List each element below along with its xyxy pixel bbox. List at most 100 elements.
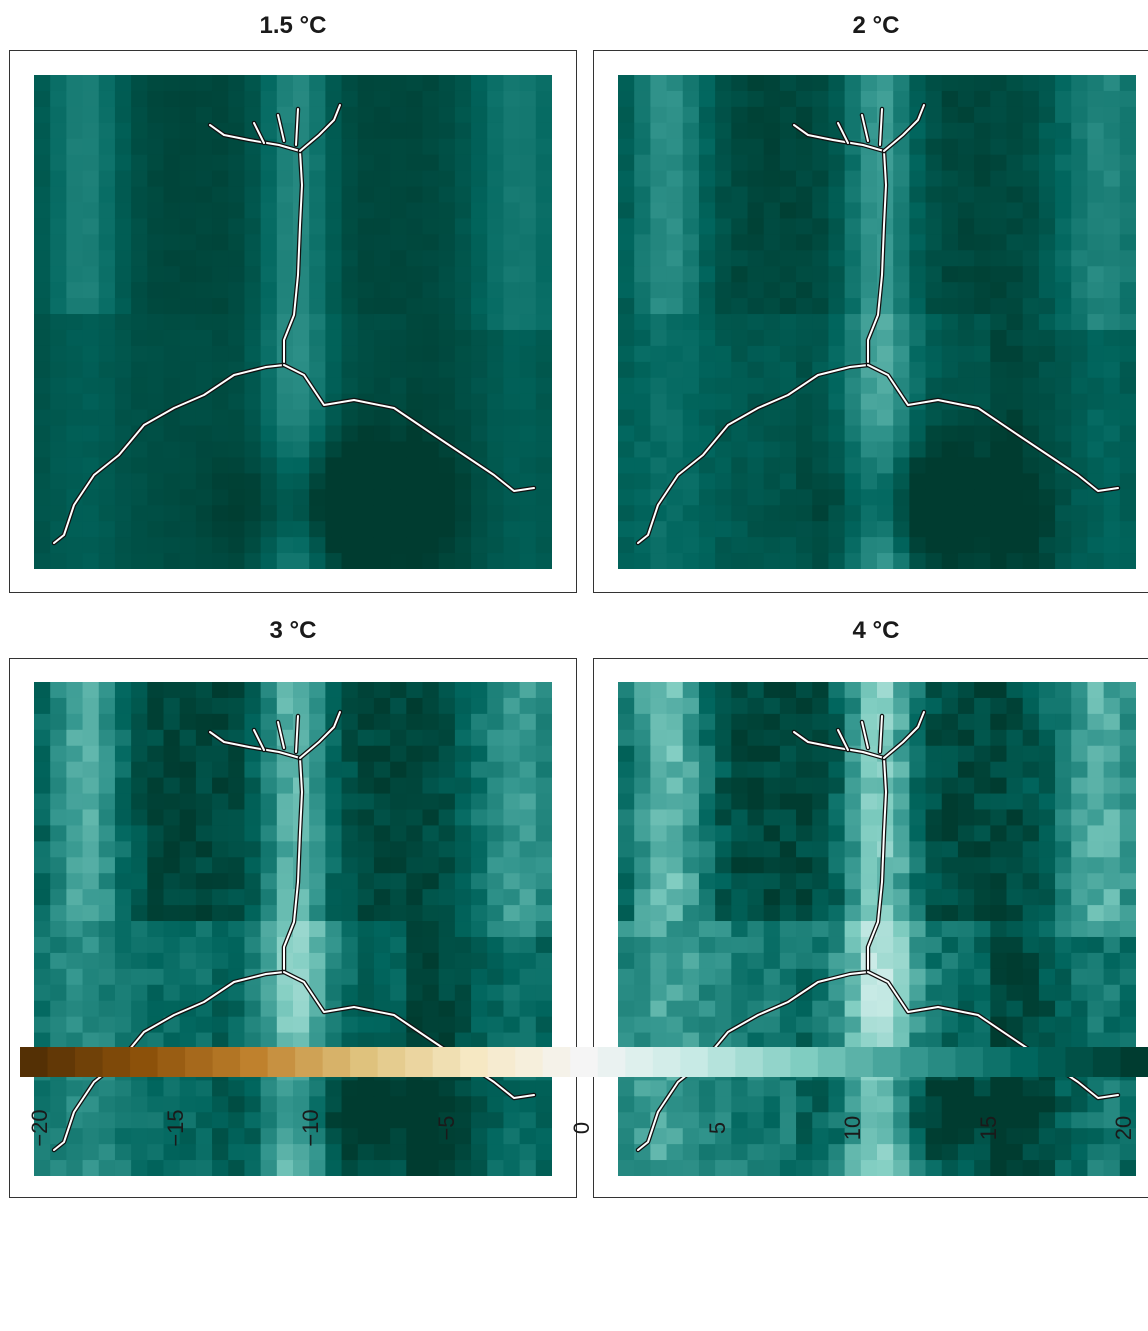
heatmap-cell bbox=[212, 825, 229, 842]
heatmap-cell bbox=[82, 793, 100, 810]
heatmap-cell bbox=[228, 106, 245, 124]
heatmap-cell bbox=[731, 250, 748, 267]
heatmap-cell bbox=[763, 234, 781, 251]
heatmap-cell bbox=[893, 218, 910, 235]
heatmap-cell bbox=[66, 745, 84, 763]
heatmap-cell bbox=[325, 138, 343, 156]
heatmap-cell bbox=[34, 218, 51, 235]
heatmap-cell bbox=[1087, 873, 1105, 890]
heatmap-cell bbox=[634, 952, 651, 970]
heatmap-cell bbox=[1055, 553, 1072, 569]
heatmap-cell bbox=[779, 713, 797, 731]
heatmap-cell bbox=[519, 745, 537, 763]
heatmap-cell bbox=[779, 266, 797, 283]
heatmap-cell bbox=[503, 745, 521, 763]
heatmap-cell bbox=[844, 377, 862, 395]
heatmap-cell bbox=[373, 106, 391, 124]
heatmap-cell bbox=[747, 793, 765, 810]
heatmap-cell bbox=[747, 138, 765, 156]
heatmap-cell bbox=[406, 873, 423, 890]
heatmap-panel-2 bbox=[618, 75, 1136, 569]
heatmap-cell bbox=[763, 1144, 781, 1161]
heatmap-cell bbox=[163, 1144, 181, 1161]
heatmap-cell bbox=[844, 234, 862, 251]
heatmap-cell bbox=[844, 250, 862, 267]
heatmap-cell bbox=[990, 75, 1007, 92]
heatmap-cell bbox=[779, 761, 797, 779]
heatmap-cell bbox=[98, 154, 116, 172]
heatmap-cell bbox=[309, 873, 326, 890]
heatmap-cell bbox=[98, 122, 116, 140]
heatmap-cell bbox=[212, 745, 229, 763]
colorbar-segment bbox=[652, 1047, 681, 1077]
heatmap-cell bbox=[82, 505, 100, 522]
heatmap-cell bbox=[779, 250, 797, 267]
heatmap-cell bbox=[828, 1128, 846, 1145]
heatmap-cell bbox=[98, 1144, 116, 1161]
heatmap-cell bbox=[990, 298, 1007, 315]
heatmap-cell bbox=[796, 745, 813, 763]
heatmap-cell bbox=[535, 809, 552, 826]
heatmap-cell bbox=[779, 425, 797, 443]
heatmap-cell bbox=[487, 857, 504, 874]
heatmap-cell bbox=[373, 1160, 391, 1176]
heatmap-cell bbox=[406, 793, 423, 810]
heatmap-cell bbox=[747, 553, 765, 569]
heatmap-cell bbox=[1103, 777, 1121, 795]
heatmap-cell bbox=[828, 441, 846, 458]
panel-title-3: 3 °C bbox=[269, 617, 317, 644]
heatmap-cell bbox=[715, 697, 732, 715]
heatmap-cell bbox=[925, 154, 943, 172]
heatmap-cell bbox=[1055, 841, 1072, 858]
heatmap-cell bbox=[844, 553, 862, 569]
heatmap-cell bbox=[698, 218, 716, 235]
heatmap-cell bbox=[941, 952, 959, 970]
heatmap-cell bbox=[925, 1016, 943, 1034]
colorbar-segment bbox=[240, 1047, 269, 1077]
heatmap-cell bbox=[406, 1016, 423, 1034]
heatmap-cell bbox=[131, 889, 148, 906]
heatmap-cell bbox=[147, 154, 164, 172]
heatmap-cell bbox=[260, 314, 278, 331]
heatmap-cell bbox=[860, 1160, 878, 1176]
heatmap-cell bbox=[763, 889, 781, 906]
heatmap-cell bbox=[618, 968, 635, 986]
heatmap-cell bbox=[438, 936, 456, 954]
heatmap-cell bbox=[925, 1080, 943, 1097]
heatmap-cell bbox=[390, 1112, 407, 1129]
heatmap-cell bbox=[50, 857, 67, 874]
heatmap-cell bbox=[844, 1016, 862, 1034]
heatmap-cell bbox=[698, 393, 716, 411]
heatmap-cell bbox=[860, 857, 878, 874]
heatmap-cell bbox=[276, 1016, 294, 1034]
heatmap-cell bbox=[471, 745, 488, 763]
heatmap-cell bbox=[535, 122, 552, 140]
heatmap-cell bbox=[98, 298, 116, 315]
heatmap-cell bbox=[925, 952, 943, 970]
heatmap-cell bbox=[309, 473, 326, 490]
heatmap-cell bbox=[487, 441, 504, 458]
heatmap-cell bbox=[357, 1016, 375, 1034]
heatmap-cell bbox=[98, 361, 116, 379]
heatmap-cell bbox=[147, 138, 164, 156]
heatmap-cell bbox=[471, 713, 488, 731]
heatmap-cell bbox=[715, 1112, 732, 1129]
heatmap-cell bbox=[487, 266, 504, 283]
heatmap-cell bbox=[454, 377, 472, 395]
heatmap-cell bbox=[82, 857, 100, 874]
heatmap-cell bbox=[1119, 809, 1136, 826]
heatmap-cell bbox=[1055, 682, 1072, 699]
heatmap-cell bbox=[731, 298, 748, 315]
heatmap-cell bbox=[535, 857, 552, 874]
heatmap-cell bbox=[163, 1032, 181, 1050]
heatmap-cell bbox=[893, 489, 910, 506]
heatmap-cell bbox=[98, 345, 116, 363]
heatmap-cell bbox=[131, 682, 148, 699]
colorbar-segment bbox=[130, 1047, 159, 1077]
river-fill bbox=[861, 721, 869, 749]
heatmap-cell bbox=[1103, 713, 1121, 731]
heatmap-cell bbox=[1022, 393, 1040, 411]
heatmap-cell bbox=[50, 234, 67, 251]
heatmap-cell bbox=[50, 682, 67, 699]
heatmap-cell bbox=[860, 154, 878, 172]
